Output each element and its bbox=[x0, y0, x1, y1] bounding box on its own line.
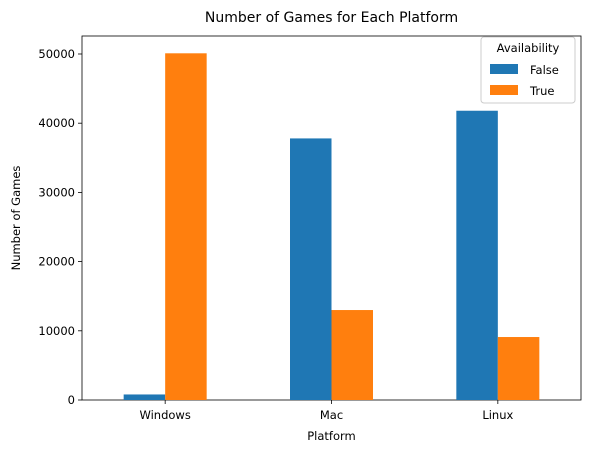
bar-false-linux bbox=[456, 110, 498, 400]
bar-false-mac bbox=[290, 138, 332, 400]
x-tick-label: Linux bbox=[482, 408, 513, 422]
legend-swatch-true bbox=[490, 85, 518, 95]
y-tick-label: 0 bbox=[68, 393, 75, 407]
legend-label-true: True bbox=[529, 84, 554, 98]
y-tick-label: 10000 bbox=[38, 324, 75, 338]
bar-true-linux bbox=[497, 337, 540, 400]
bar-false-windows bbox=[123, 394, 166, 400]
x-tick-label: Mac bbox=[320, 408, 343, 422]
chart-title: Number of Games for Each Platform bbox=[205, 10, 458, 26]
y-tick-label: 20000 bbox=[38, 255, 75, 269]
x-axis-ticks: Windows Mac Linux bbox=[139, 400, 514, 422]
legend-title: Availability bbox=[497, 41, 560, 55]
y-axis-ticks: 0 10000 20000 30000 40000 50000 bbox=[38, 47, 82, 407]
plot-area: Windows Mac Linux 0 10000 20000 30000 40000 500… bbox=[38, 35, 582, 422]
x-axis-label: Platform bbox=[307, 429, 356, 443]
bar-true-windows bbox=[165, 53, 207, 400]
y-tick-label: 40000 bbox=[38, 116, 75, 130]
legend-label-false: False bbox=[530, 63, 559, 77]
y-tick-label: 30000 bbox=[38, 185, 75, 199]
y-tick-label: 50000 bbox=[38, 47, 75, 61]
bars bbox=[123, 53, 540, 400]
legend: Availability False True bbox=[480, 36, 576, 104]
legend-entries: False True bbox=[490, 63, 559, 98]
x-tick-label: Windows bbox=[139, 408, 190, 422]
legend-swatch-false bbox=[490, 64, 518, 74]
bar-true-mac bbox=[331, 310, 373, 400]
y-axis-label: Number of Games bbox=[9, 166, 23, 271]
